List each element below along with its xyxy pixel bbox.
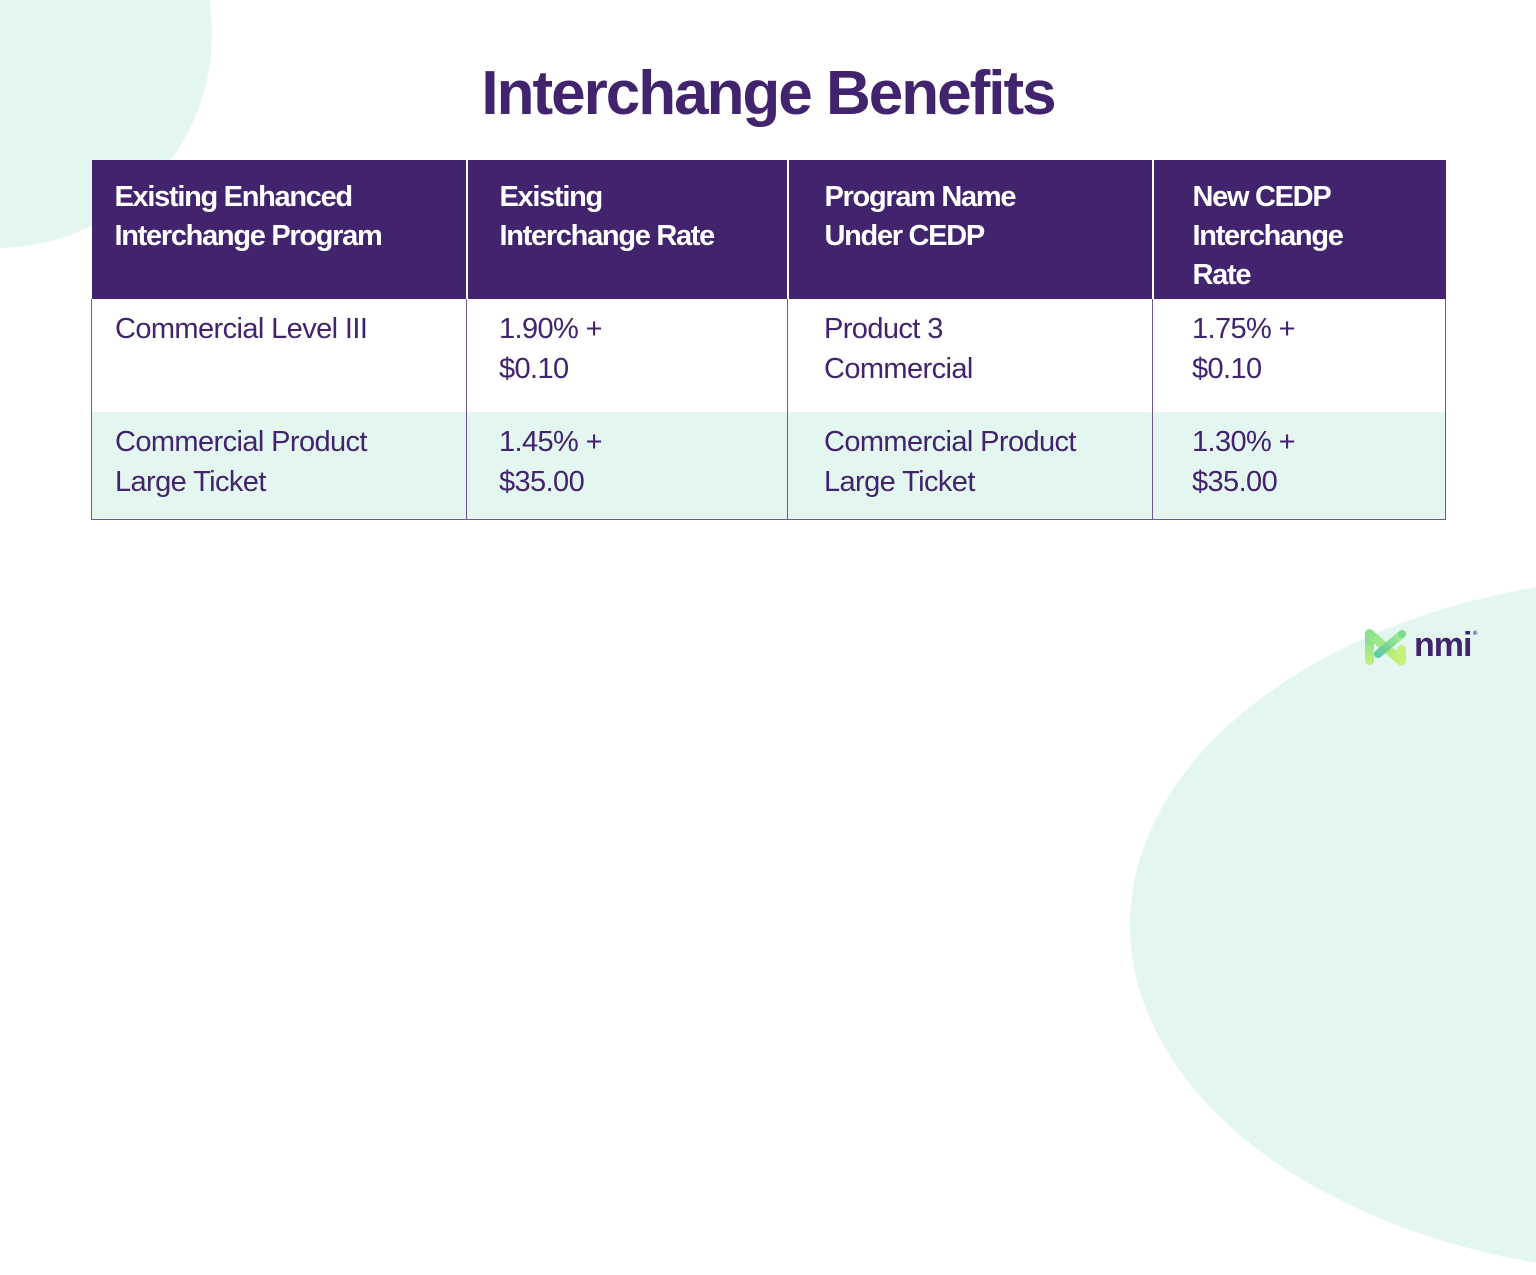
nmi-wordmark: nmi ® (1414, 626, 1478, 664)
cell-line: Commercial Product (824, 426, 1076, 458)
cell-line: 1.90% + (499, 313, 603, 345)
cell-existing-rate: 1.90% + $0.10 (466, 299, 788, 412)
cell-line: $0.10 (1192, 353, 1262, 385)
cell-cedp-rate: 1.30% + $35.00 (1152, 412, 1446, 520)
cell-line: 1.30% + (1192, 426, 1296, 458)
header-cedp-rate: New CEDP Interchange Rate (1151, 160, 1446, 299)
cell-line: Commercial Level III (115, 313, 368, 345)
registered-mark: ® (1473, 631, 1478, 637)
cell-line: Commercial (824, 353, 973, 385)
header-line: Interchange (1192, 220, 1344, 252)
cell-existing-program: Commercial Product Large Ticket (91, 412, 467, 520)
cell-line: 1.75% + (1192, 313, 1296, 345)
cell-line: $35.00 (1192, 466, 1278, 498)
header-existing-program: Existing Enhanced Interchange Program (91, 160, 467, 299)
cell-line: Large Ticket (115, 466, 266, 498)
nmi-wordmark-text: nmi (1414, 626, 1472, 664)
decorative-circle-bottom-right (1130, 575, 1536, 1275)
header-line: Existing Enhanced (114, 181, 354, 213)
cell-line: Large Ticket (824, 466, 975, 498)
cell-line: 1.45% + (499, 426, 603, 458)
header-line: Under CEDP (824, 220, 986, 252)
header-line: New CEDP (1192, 181, 1332, 213)
table-row: Commercial Level III 1.90% + $0.10 Produ… (91, 299, 1446, 412)
header-line: Interchange Program (114, 220, 383, 252)
table-row: Commercial Product Large Ticket 1.45% + … (91, 412, 1446, 520)
cell-cedp-program: Product 3 Commercial (787, 299, 1153, 412)
page-title: Interchange Benefits (481, 59, 1056, 128)
table-header-row: Existing Enhanced Interchange Program Ex… (91, 160, 1446, 299)
cell-line: $35.00 (499, 466, 585, 498)
header-line: Existing (499, 181, 604, 213)
header-cedp-program: Program Name Under CEDP (786, 160, 1153, 299)
nmi-logo: nmi ® (1364, 626, 1478, 667)
cell-existing-program: Commercial Level III (91, 299, 467, 412)
cell-line: $0.10 (499, 353, 569, 385)
cell-line: Commercial Product (115, 426, 367, 458)
cell-cedp-rate: 1.75% + $0.10 (1152, 299, 1446, 412)
header-line: Program Name (824, 181, 1017, 213)
cell-cedp-program: Commercial Product Large Ticket (787, 412, 1153, 520)
header-existing-rate: Existing Interchange Rate (465, 160, 788, 299)
header-line: Rate (1192, 259, 1252, 291)
cell-line: Product 3 (824, 313, 943, 345)
interchange-rates-table: Existing Enhanced Interchange Program Ex… (91, 160, 1446, 520)
header-line: Interchange Rate (499, 220, 716, 252)
nmi-logo-mark-icon (1365, 629, 1406, 666)
cell-existing-rate: 1.45% + $35.00 (466, 412, 788, 520)
